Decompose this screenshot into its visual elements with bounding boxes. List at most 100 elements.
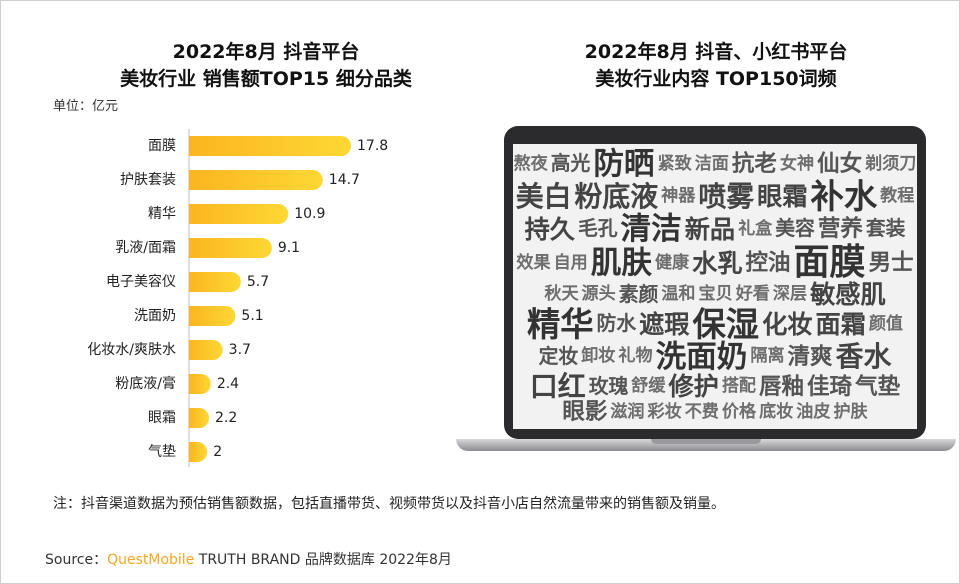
word: 新品: [684, 214, 736, 244]
word: 隔离: [750, 346, 785, 367]
word: 洁面: [694, 153, 729, 174]
word: 滋润: [610, 401, 645, 422]
value-label: 3.7: [229, 342, 251, 358]
word: 仙女: [817, 150, 863, 177]
word: 营养: [817, 216, 863, 243]
word: 熬夜: [513, 153, 548, 174]
word: 面霜: [815, 309, 866, 339]
value-label: 2: [213, 444, 222, 460]
bar: [189, 306, 236, 326]
word: 不费: [684, 401, 719, 422]
source-brand: QuestMobile: [107, 552, 195, 568]
value-label: 17.8: [357, 138, 388, 154]
title-line: 美妆行业 销售额TOP15 细分品类: [120, 68, 412, 90]
word: 高光: [550, 152, 591, 176]
category-label: 粉底液/膏: [115, 375, 176, 392]
word: 秋天: [544, 284, 579, 305]
word: 油皮: [796, 401, 831, 422]
word: 女神: [779, 153, 815, 174]
category-label: 气垫: [148, 444, 176, 460]
word: 护肤: [833, 401, 868, 422]
word: 清爽: [787, 343, 833, 370]
word: 价格: [721, 401, 757, 422]
word: 自用: [553, 252, 588, 273]
value-label: 5.1: [241, 308, 263, 324]
laptop-base: [456, 439, 956, 451]
word: 素颜: [618, 282, 659, 306]
word: 套装: [865, 217, 906, 241]
value-label: 10.9: [294, 206, 325, 222]
word: 水乳: [692, 248, 743, 278]
word: 补水: [810, 177, 878, 217]
word: 唇釉: [759, 373, 805, 400]
word: 保湿: [692, 304, 760, 344]
word: 持久: [524, 214, 575, 244]
title-line: 2022年8月 抖音平台: [172, 41, 360, 63]
source-text: TRUTH BRAND 品牌数据库 2022年8月: [198, 552, 452, 568]
bar: [189, 238, 272, 258]
word: 遮瑕: [639, 309, 690, 339]
bar: [189, 340, 223, 360]
laptop: 熬夜 高光 防晒 紧致 洁面 抗老 女神 仙女 剃须刀 美白 粉底液 神器 喷雾 眼霜 补水 教程 持久 毛孔 清洁…: [504, 126, 926, 439]
word: 眼影: [562, 399, 608, 426]
word: 温和: [661, 284, 696, 305]
word: 紧致: [657, 153, 692, 174]
word: 玫瑰: [588, 374, 629, 398]
word: 香水: [835, 339, 892, 373]
word: 深层: [772, 284, 808, 305]
word: 底妆: [759, 401, 794, 422]
word: 毛孔: [577, 217, 618, 241]
word: 粉底液: [574, 179, 659, 213]
category-label: 化妆水/爽肤水: [87, 342, 176, 358]
word: 礼盒: [738, 218, 773, 239]
word: 精华: [526, 304, 594, 344]
word: 神器: [661, 186, 696, 207]
word: 喷雾: [698, 179, 755, 213]
word: 防水: [596, 312, 637, 336]
category-label: 洗面奶: [134, 308, 176, 324]
wordcloud-title: 2022年8月 抖音、小红书平台 美妆行业内容 TOP150词频: [541, 39, 891, 93]
bar: [189, 442, 208, 462]
word: 面膜: [793, 242, 866, 284]
value-label: 5.7: [247, 274, 269, 290]
word: 抗老: [731, 150, 777, 177]
word: 控油: [745, 250, 791, 277]
word: 彩妆: [647, 401, 682, 422]
laptop-notch: [651, 439, 761, 444]
word: 口红: [529, 369, 586, 403]
bar-chart-title: 2022年8月 抖音平台 美妆行业 销售额TOP15 细分品类: [71, 39, 461, 93]
word: 男士: [868, 250, 914, 277]
word: 效果: [516, 252, 551, 273]
category-label: 护肤套装: [120, 172, 176, 188]
word: 美容: [775, 217, 815, 241]
footnote: 注：抖音渠道数据为预估销售额数据，包括直播带货、视频带货以及抖音小店自然流量带来…: [53, 496, 725, 512]
bar: [189, 170, 323, 190]
category-label: 电子美容仪: [106, 273, 176, 290]
word: 美白: [515, 179, 572, 213]
category-label: 面膜: [148, 138, 176, 154]
word: 健康: [654, 252, 690, 273]
value-label: 9.1: [278, 240, 300, 256]
word: 搭配: [721, 376, 757, 397]
word: 教程: [880, 186, 915, 207]
category-label: 乳液/面霜: [115, 240, 176, 256]
word: 宝贝: [698, 284, 733, 305]
title-line: 2022年8月 抖音、小红书平台: [584, 41, 848, 63]
value-label: 2.4: [217, 376, 239, 392]
value-label: 14.7: [329, 172, 360, 188]
title-line: 美妆行业内容 TOP150词频: [595, 68, 837, 90]
bar: [189, 374, 211, 394]
word: 佳琦: [807, 373, 853, 400]
word: 定妆: [538, 345, 579, 369]
word: 礼物: [618, 346, 653, 367]
word: 气垫: [855, 373, 901, 400]
category-label: 精华: [148, 206, 176, 222]
word: 源头: [581, 284, 616, 305]
word-cloud: 熬夜 高光 防晒 紧致 洁面 抗老 女神 仙女 剃须刀 美白 粉底液 神器 喷雾 眼霜 补水 教程 持久 毛孔 清洁…: [513, 144, 917, 429]
bar: [189, 136, 351, 156]
source: Source：QuestMobile TRUTH BRAND 品牌数据库 202…: [45, 549, 452, 569]
source-label: Source：: [45, 552, 108, 568]
bar: [189, 272, 241, 292]
value-label: 2.2: [215, 410, 237, 426]
